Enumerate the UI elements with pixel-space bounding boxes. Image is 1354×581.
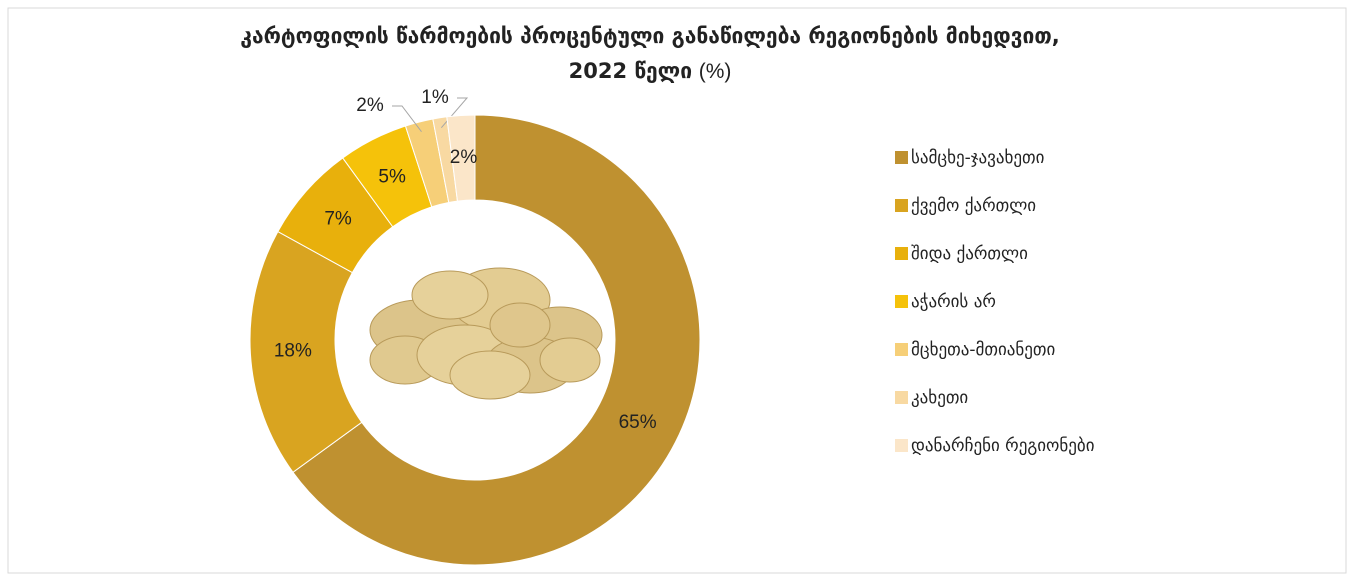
data-label: 1% (421, 87, 449, 108)
legend-label: აჭარის არ (911, 292, 996, 312)
title-year: 2022 წელი (569, 59, 692, 83)
chart-title: კარტოფილის წარმოების პროცენტული განაწილე… (240, 24, 1059, 48)
data-label: 65% (619, 412, 657, 433)
potato-image (369, 267, 603, 400)
legend-label: დანარჩენი რეგიონები (911, 436, 1095, 456)
legend-swatch (895, 151, 908, 164)
donut-slice (446, 114, 476, 202)
data-label: 7% (324, 208, 352, 229)
legend-swatch (895, 247, 908, 260)
legend-label: კახეთი (911, 388, 968, 408)
legend-label: ქვემო ქართლი (911, 196, 1036, 216)
legend-swatch (895, 343, 908, 356)
title-unit: (%) (699, 60, 732, 83)
legend-swatch (895, 439, 908, 452)
leader-line (392, 105, 422, 133)
legend-swatch (895, 391, 908, 404)
chart-title-line2: 2022 წელი (%) (569, 59, 732, 83)
data-label: 18% (274, 340, 312, 361)
legend-label: მცხეთა-მთიანეთი (911, 340, 1055, 360)
legend-swatch (895, 199, 908, 212)
legend-swatch (895, 295, 908, 308)
data-label: 2% (450, 147, 478, 168)
data-label: 5% (378, 166, 406, 187)
donut-slice (292, 114, 701, 566)
legend-label: შიდა ქართლი (911, 244, 1028, 264)
legend-label: სამცხე-ჯავახეთი (911, 148, 1044, 168)
data-label: 2% (356, 95, 384, 116)
